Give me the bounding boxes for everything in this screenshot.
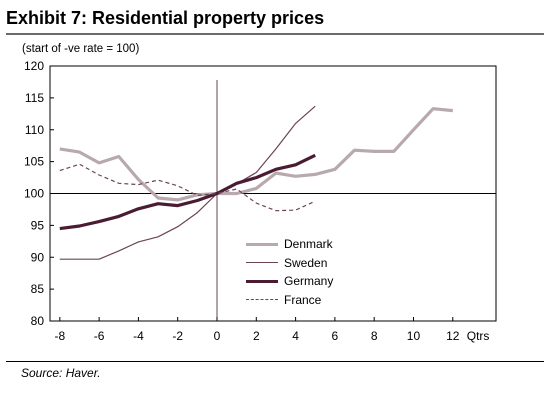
- x-tick-label: 4: [292, 329, 299, 343]
- legend-label-sweden: Sweden: [284, 255, 328, 270]
- x-tick-label: 8: [371, 329, 378, 343]
- x-tick-label: 2: [253, 329, 260, 343]
- x-tick-label: 10: [407, 329, 421, 343]
- y-tick-label: 110: [25, 123, 44, 137]
- y-tick-label: 100: [24, 187, 44, 201]
- legend-swatch-denmark: [246, 242, 278, 246]
- y-tick-label: 95: [31, 218, 45, 232]
- y-tick-label: 120: [24, 59, 44, 73]
- x-axis-unit-label: Qtrs: [467, 329, 490, 343]
- legend: Denmark Sweden Germany France: [246, 235, 333, 309]
- y-tick-label: 115: [25, 91, 44, 105]
- y-tick-label: 80: [31, 314, 45, 328]
- legend-item-germany: Germany: [246, 272, 333, 291]
- x-tick-label: -6: [94, 329, 105, 343]
- series-line-germany: [59, 153, 316, 231]
- legend-label-germany: Germany: [284, 274, 334, 289]
- legend-swatch-germany: [246, 279, 278, 283]
- legend-item-denmark: Denmark: [246, 235, 333, 254]
- series-layer: [59, 105, 453, 260]
- chart-title: Exhibit 7: Residential property prices: [6, 8, 325, 28]
- y-axis-ticks: 80 85 90 95 100 105 110 115 120: [24, 59, 54, 328]
- series-line-france: [59, 163, 316, 212]
- legend-label-denmark: Denmark: [284, 237, 333, 252]
- series-line-denmark: [59, 107, 453, 202]
- x-axis-ticks: -8 -6 -4 -2 0 2 4 6 8 10 12 Qtrs: [54, 317, 489, 343]
- y-tick-label: 90: [31, 250, 45, 264]
- title-underline: [6, 33, 544, 35]
- series-line-sweden: [59, 105, 316, 260]
- x-tick-label: -4: [133, 329, 144, 343]
- y-tick-label: 85: [31, 282, 45, 296]
- x-tick-label: 6: [332, 329, 339, 343]
- x-tick-label: 12: [446, 329, 460, 343]
- legend-label-france: France: [284, 292, 322, 307]
- source-note: Source: Haver.: [21, 366, 101, 380]
- x-tick-label: -8: [54, 329, 65, 343]
- legend-swatch-sweden: [246, 262, 278, 264]
- legend-item-france: France: [246, 291, 333, 310]
- x-tick-label: -2: [172, 329, 183, 343]
- chart-subtitle: (start of -ve rate = 100): [22, 43, 140, 55]
- y-tick-label: 105: [24, 155, 44, 169]
- x-tick-label: 0: [214, 329, 221, 343]
- source-divider: [6, 361, 544, 362]
- legend-swatch-france: [246, 299, 278, 301]
- legend-item-sweden: Sweden: [246, 254, 333, 273]
